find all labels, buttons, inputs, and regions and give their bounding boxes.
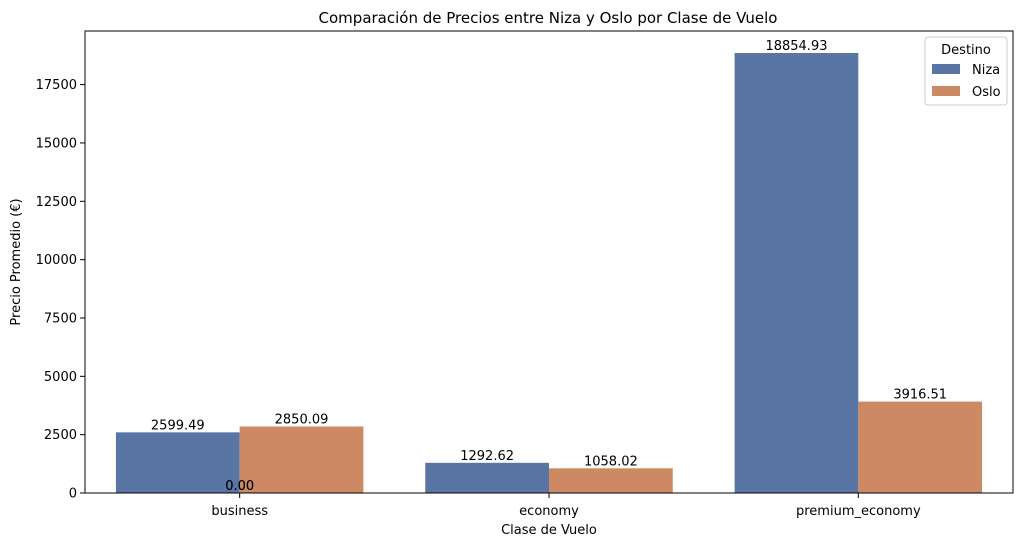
bar-niza-economy (425, 462, 549, 493)
x-tick-label: premium_economy (796, 504, 921, 519)
legend-swatch-oslo (932, 86, 960, 96)
bar-oslo-premium-economy (858, 401, 983, 493)
y-tick-label: 5000 (44, 370, 77, 385)
data-label: 1292.62 (460, 449, 514, 464)
y-tick-label: 0 (69, 487, 77, 502)
y-tick-label: 2500 (44, 428, 77, 443)
chart-title: Comparación de Precios entre Niza y Oslo… (319, 9, 778, 27)
legend-title: Destino (941, 43, 991, 58)
data-label-zero: 0.00 (225, 479, 254, 494)
x-axis: business economy premium_economy (211, 493, 921, 519)
bar-niza-premium-economy (734, 52, 859, 494)
y-axis: 0 2500 5000 7500 10000 12500 15000 17500 (36, 78, 85, 502)
y-tick-label: 10000 (36, 253, 77, 268)
legend-label-niza: Niza (972, 63, 1000, 78)
data-label: 2599.49 (151, 418, 205, 433)
legend-swatch-niza (932, 64, 960, 74)
plot-area: 2599.49 1292.62 18854.93 2850.09 1058.02 3916… (115, 39, 983, 494)
data-label: 18854.93 (765, 39, 827, 54)
y-axis-label: Precio Promedio (€) (9, 198, 24, 325)
legend: Destino Niza Oslo (924, 36, 1008, 106)
data-label: 1058.02 (584, 454, 638, 469)
y-tick-label: 17500 (36, 78, 77, 93)
bar-niza-business (115, 432, 240, 493)
legend-label-oslo: Oslo (972, 85, 1001, 100)
data-label: 2850.09 (275, 412, 329, 427)
x-tick-label: economy (519, 504, 579, 519)
bar-oslo-economy (549, 468, 673, 493)
x-axis-label: Clase de Vuelo (501, 523, 597, 538)
y-tick-label: 12500 (36, 195, 77, 210)
data-label-zero: 0.00 (225, 479, 254, 494)
x-tick-label: business (211, 504, 268, 519)
y-tick-label: 15000 (36, 136, 77, 151)
y-tick-label: 7500 (44, 311, 77, 326)
data-label: 3916.51 (893, 388, 947, 403)
bar-oslo-business (239, 426, 364, 493)
